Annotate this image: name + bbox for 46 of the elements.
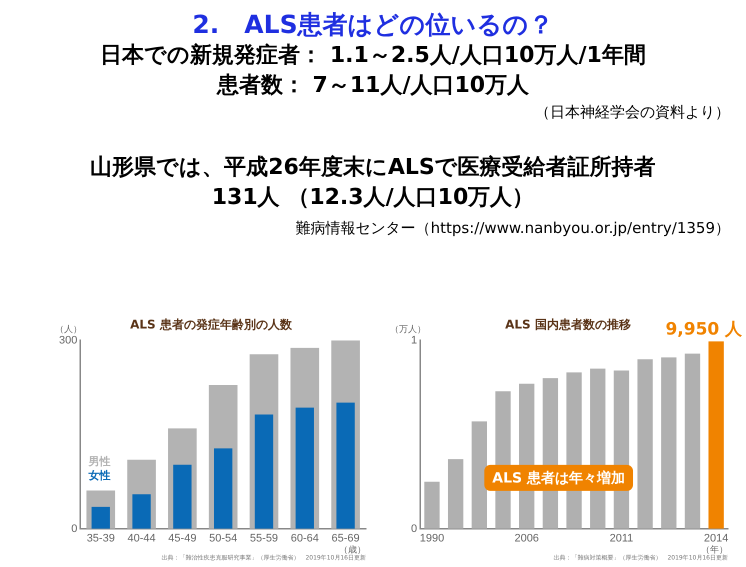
x-tick-label: 45-49 [168,532,196,544]
x-tick-label: 2014 [704,532,728,544]
x-tick-label: 50-54 [209,532,238,544]
x-tick-label: 2006 [514,532,539,544]
x-axis-title: （年） [701,544,728,556]
bar [254,414,274,529]
bar [472,421,487,529]
x-tick-label: 65-69 [332,532,360,544]
text: 患者数： 7～11人/人口10万人 [215,72,530,100]
x-tick-label: 2011 [610,532,634,544]
annotation: 9,950 人 [665,319,744,340]
y-tick-label: 0 [71,522,78,535]
text: （日本神経学会の資料より） [534,102,731,123]
text: 日本での新規発症者： 1.1～2.5人/人口10万人/1年間 [99,42,647,70]
bar [336,402,355,529]
bar [214,448,232,529]
chart-title: ALS 患者の発症年齢別の人数 [130,317,293,332]
bar [637,359,653,529]
x-tick-label: 35-39 [86,532,115,544]
y-tick-label: 1 [410,334,418,346]
x-tick-label: 40-44 [127,532,156,544]
chart-title: ALS 国内患者数の推移 [505,317,631,332]
bar [173,464,192,529]
bar [92,506,110,529]
text: 女性 [87,468,110,482]
bar [132,494,151,529]
y-tick-label: 0 [410,522,418,535]
bar [296,408,314,529]
y-tick-label: 300 [58,334,78,346]
annotation: ALS 患者は年々増加 [492,470,626,487]
bar [661,357,676,529]
x-tick-label: 1990 [420,532,444,544]
text: 難病情報センター（https://www.nanbyou.or.jp/entry/1359） [294,218,731,239]
x-axis-title: （歳） [339,544,366,556]
x-tick-label: 55-59 [250,532,278,544]
bar [424,482,440,529]
series-label: 男性 [87,454,110,468]
x-tick-label: 60-64 [290,532,319,544]
y-axis-title: （人） [54,324,82,336]
bar [708,341,724,529]
text: 山形県では、平成26年度末にALSで医療受給者証所持者 [89,154,657,182]
text: 131人 （12.3人/人口10万人） [210,184,536,212]
bar [684,354,700,529]
bar [448,459,464,529]
text: 2. ALS患者はどの位いるの？ [191,9,555,41]
y-axis-title: （万人） [390,324,426,336]
